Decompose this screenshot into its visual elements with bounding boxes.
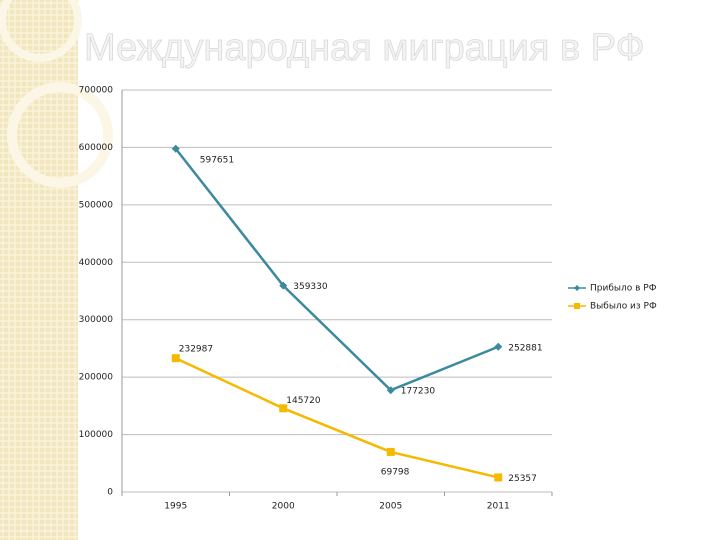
legend-marker bbox=[574, 285, 580, 291]
data-label: 69798 bbox=[381, 467, 410, 477]
series-line bbox=[175, 357, 499, 479]
series-line bbox=[174, 148, 499, 392]
legend-label: Прибыло в РФ bbox=[590, 284, 657, 294]
y-tick-label: 600000 bbox=[79, 143, 114, 153]
data-label: 252881 bbox=[508, 343, 542, 353]
y-tick-label: 700000 bbox=[79, 86, 114, 96]
decor-circle bbox=[0, 0, 82, 62]
x-tick-label: 2000 bbox=[272, 502, 295, 512]
chart-title: Международная миграция в РФ bbox=[84, 27, 645, 69]
data-label: 145720 bbox=[286, 396, 321, 406]
data-label: 232987 bbox=[179, 345, 213, 355]
x-tick-label: 1995 bbox=[164, 502, 187, 512]
x-tick-label: 2005 bbox=[379, 502, 402, 512]
y-tick-label: 200000 bbox=[79, 373, 114, 383]
marker bbox=[386, 447, 395, 456]
data-label: 177230 bbox=[401, 387, 436, 397]
marker bbox=[279, 404, 288, 413]
marker bbox=[494, 473, 503, 482]
decor-circle bbox=[7, 82, 113, 188]
marker bbox=[171, 144, 180, 153]
y-tick-label: 400000 bbox=[79, 258, 114, 268]
legend-label: Выбыло из РФ bbox=[590, 302, 657, 312]
side-strip bbox=[0, 0, 78, 540]
marker bbox=[171, 354, 180, 363]
y-tick-label: 100000 bbox=[79, 430, 114, 440]
marker bbox=[494, 342, 503, 351]
data-label: 25357 bbox=[508, 474, 537, 484]
marker bbox=[279, 281, 288, 290]
y-tick-label: 0 bbox=[107, 488, 113, 498]
y-tick-label: 300000 bbox=[79, 315, 114, 325]
x-tick-label: 2011 bbox=[487, 502, 510, 512]
marker bbox=[386, 386, 395, 395]
data-label: 597651 bbox=[200, 155, 234, 165]
legend-marker bbox=[574, 303, 580, 309]
y-tick-label: 500000 bbox=[79, 200, 114, 210]
data-label: 359330 bbox=[293, 282, 328, 292]
